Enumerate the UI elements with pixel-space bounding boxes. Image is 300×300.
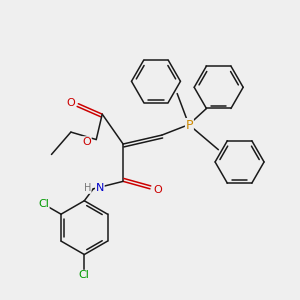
Text: P: P	[186, 119, 193, 132]
Text: O: O	[66, 98, 75, 108]
Text: Cl: Cl	[38, 199, 49, 209]
Text: N: N	[96, 183, 104, 193]
Text: O: O	[82, 137, 91, 147]
Text: O: O	[154, 185, 162, 195]
Text: Cl: Cl	[79, 270, 90, 280]
Text: H: H	[84, 183, 91, 193]
